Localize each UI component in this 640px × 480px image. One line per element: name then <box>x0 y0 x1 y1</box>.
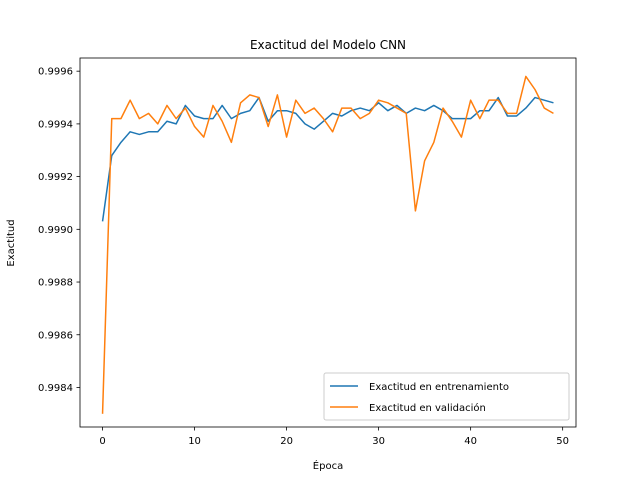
x-tick-label: 50 <box>556 436 569 447</box>
x-tick-label: 0 <box>99 436 105 447</box>
legend-label-entrenamiento: Exactitud en entrenamiento <box>369 382 509 393</box>
y-tick-label: 0.9984 <box>38 383 73 394</box>
x-tick-label: 20 <box>280 436 293 447</box>
chart-title: Exactitud del Modelo CNN <box>250 38 406 52</box>
y-tick-label: 0.9986 <box>38 330 73 341</box>
y-tick-label: 0.9988 <box>38 278 73 289</box>
x-tick-label: 40 <box>464 436 477 447</box>
x-tick-label: 10 <box>188 436 201 447</box>
y-tick-label: 0.9994 <box>38 119 73 130</box>
x-axis-title: Época <box>313 459 343 472</box>
y-tick-label: 0.9992 <box>38 172 73 183</box>
y-axis: 0.9984 0.9986 0.9988 0.9990 0.9992 0.9994 0.99… <box>38 67 80 394</box>
legend-frame <box>323 372 570 421</box>
y-tick-label: 0.9996 <box>38 67 73 78</box>
series-line-0 <box>101 96 554 222</box>
y-axis-title: Exactitud <box>6 219 17 266</box>
series-line-1 <box>101 75 554 414</box>
plot-lines <box>101 75 554 414</box>
legend: Exactitud en entrenamiento Exactitud en … <box>323 372 570 421</box>
plot-frame <box>79 57 577 428</box>
legend-label-validacion: Exactitud en validación <box>369 402 486 414</box>
x-axis: 0 10 20 30 40 50 <box>99 427 569 447</box>
y-tick-label: 0.9990 <box>38 225 73 236</box>
x-tick-label: 30 <box>372 436 385 447</box>
